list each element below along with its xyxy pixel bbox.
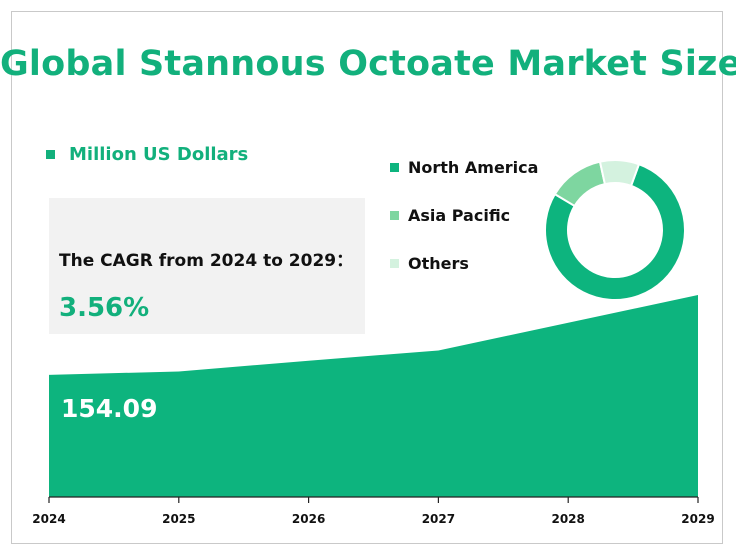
- legend-swatch-north-america: [390, 162, 399, 172]
- cagr-label: The CAGR from 2024 to 2029：: [59, 251, 354, 271]
- legend-swatch-asia-pacific: [390, 210, 399, 220]
- unit-legend: Million US Dollars: [46, 144, 248, 165]
- legend-label-asia-pacific: Asia Pacific: [408, 205, 511, 225]
- legend-label-others: Others: [408, 253, 469, 273]
- legend-label-north-america: North America: [408, 157, 539, 177]
- area-series-market-size: [49, 295, 698, 497]
- chart-frame: [11, 11, 723, 544]
- cagr-value: 3.56%: [59, 293, 150, 323]
- x-tick-label-2029: 2029: [681, 512, 714, 526]
- region-legend: North America Asia Pacific Others: [390, 156, 538, 300]
- x-tick-label-2025: 2025: [162, 512, 195, 526]
- legend-swatch-others: [390, 258, 399, 268]
- donut-slice-asia-pacific: [553, 160, 607, 208]
- data-label-2024: 154.09: [61, 394, 158, 423]
- legend-item-asia-pacific: Asia Pacific: [390, 204, 538, 252]
- x-tick-label-2026: 2026: [292, 512, 325, 526]
- x-tick-label-2024: 2024: [32, 512, 65, 526]
- donut-slice-others: [598, 159, 641, 188]
- x-tick-label-2028: 2028: [551, 512, 584, 526]
- chart-title: Global Stannous Octoate Market Size: [0, 44, 736, 84]
- legend-item-others: Others: [390, 252, 538, 300]
- unit-legend-swatch: [46, 150, 55, 159]
- legend-item-north-america: North America: [390, 156, 538, 204]
- unit-legend-label: Million US Dollars: [69, 144, 249, 165]
- cagr-box: The CAGR from 2024 to 2029： 3.56%: [49, 198, 365, 334]
- x-tick-label-2027: 2027: [422, 512, 455, 526]
- donut-slice-north-america: [544, 162, 686, 301]
